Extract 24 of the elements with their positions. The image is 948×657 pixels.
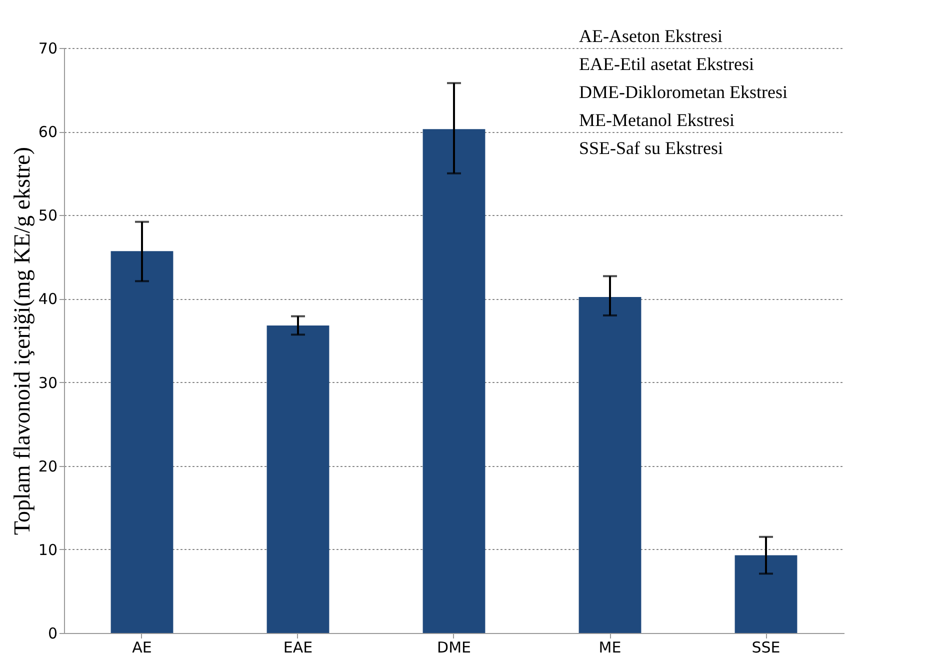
annotation: SSE-Saf su Ekstresi [579, 138, 723, 158]
x-tick-label: ME [598, 638, 622, 656]
text: AE-Aseton Ekstresi [579, 26, 722, 46]
y-tick-label: 10 [38, 540, 58, 559]
annotation: DME-Diklorometan Ekstresi [579, 82, 788, 102]
y-tick-label: 60 [38, 123, 58, 142]
y-tick-label: 40 [38, 290, 58, 308]
y-axis-title: Toplam flavonoid içeriği(mg KE/g ekstre) [9, 146, 34, 536]
x-tick-label: DME [437, 638, 471, 656]
y-tick-label: 30 [38, 374, 58, 392]
bar [110, 251, 174, 633]
bar [266, 325, 330, 633]
x-tick-label: SSE [752, 638, 780, 656]
bar [578, 297, 642, 633]
annotation: EAE-Etil asetat Ekstresi [579, 54, 754, 74]
y-tick-label: 50 [38, 206, 58, 225]
y-tick-label: 20 [38, 457, 58, 476]
annotation: ME-Metanol Ekstresi [579, 110, 734, 130]
bar [734, 555, 798, 633]
y-tick-label: 0 [48, 624, 58, 642]
x-tick-label: AE [132, 638, 152, 656]
y-tick-label: 70 [38, 40, 58, 58]
x-tick-label: EAE [283, 638, 313, 656]
bar [422, 129, 486, 633]
